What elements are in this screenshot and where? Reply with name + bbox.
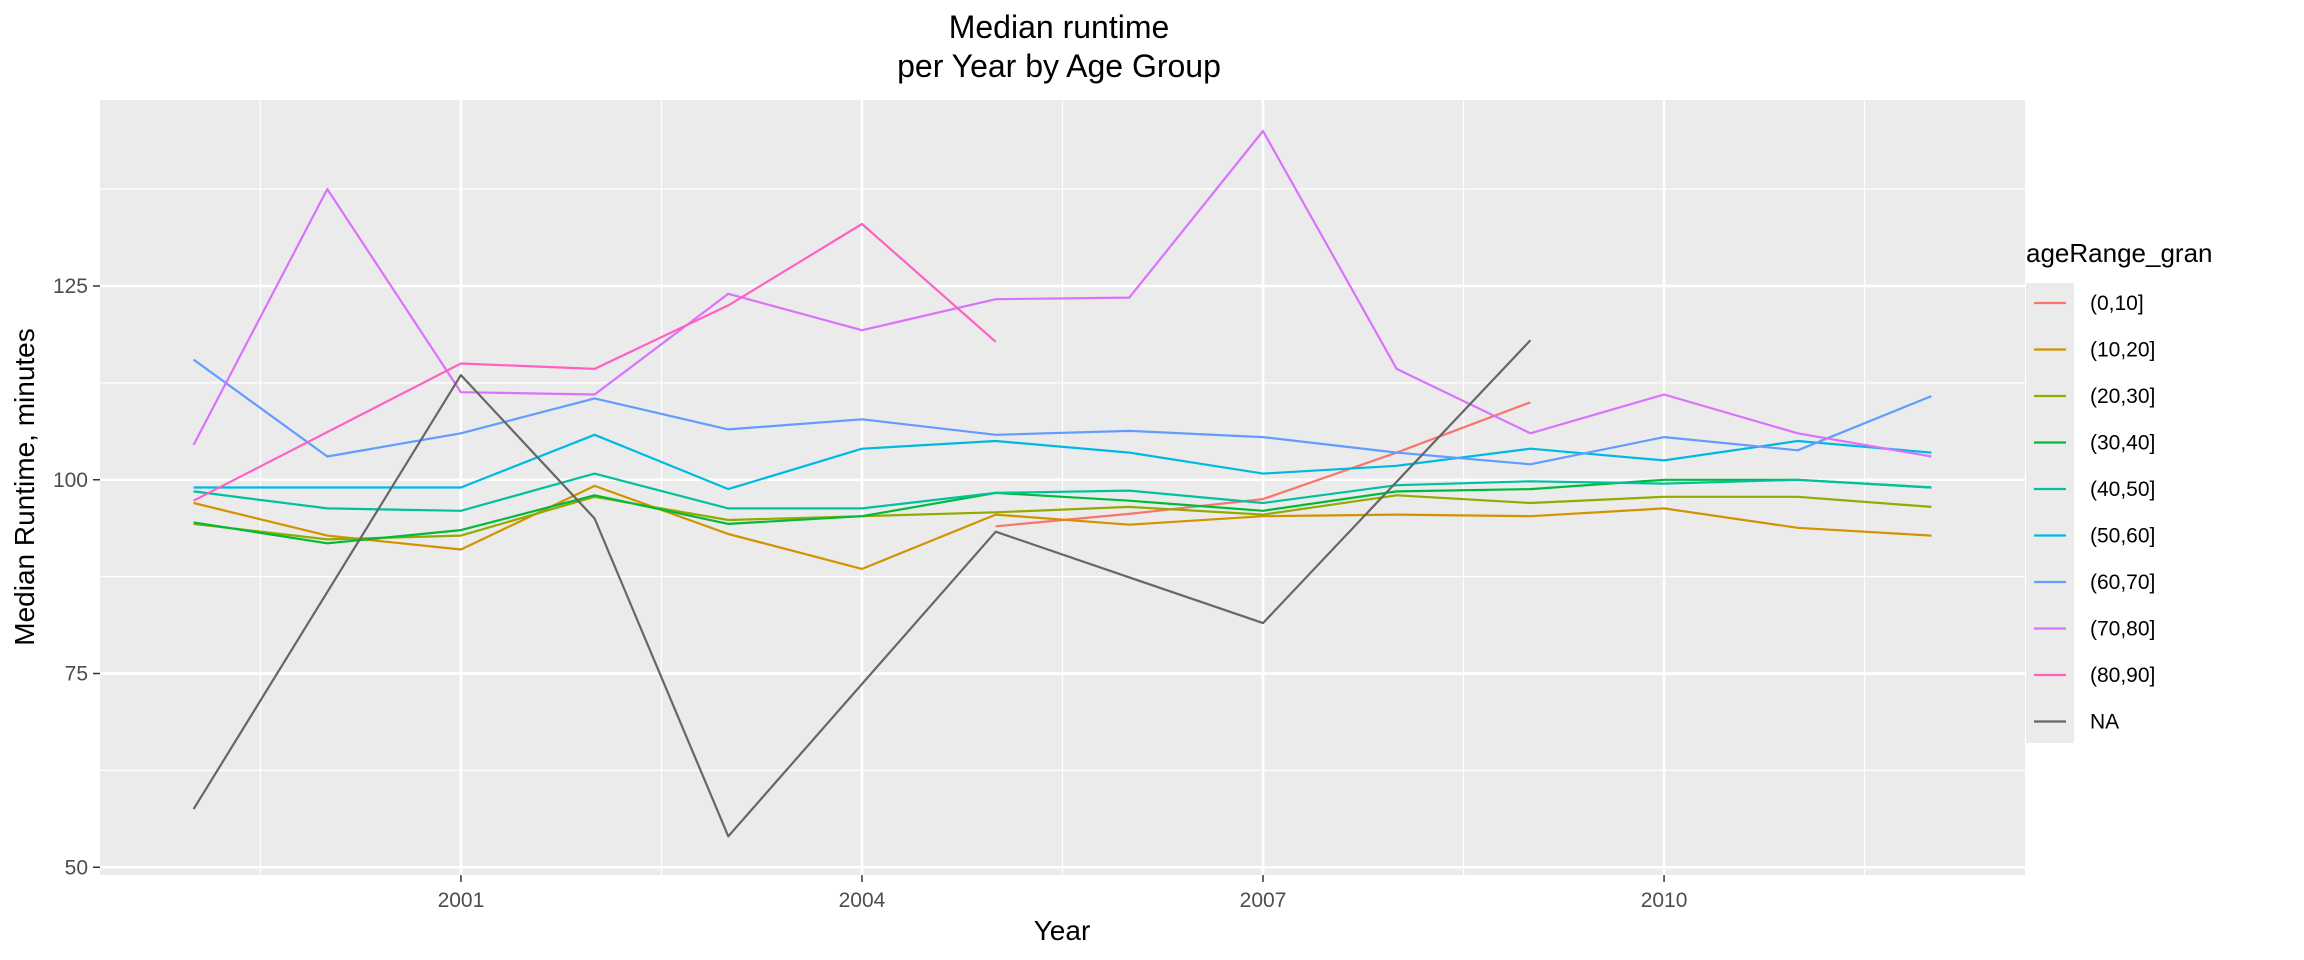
legend-label: (0,10] [2090,292,2144,315]
legend-label: (20,30] [2090,385,2155,408]
legend-title: ageRange_gran [2026,238,2213,268]
x-tick-label: 2004 [839,889,886,912]
legend-key-background [2026,283,2074,743]
y-tick-label: 100 [53,469,88,492]
series-line [192,358,1932,466]
legend-label: (30,40] [2090,432,2155,455]
y-tick-label: 50 [65,856,88,879]
legend-label: (50,60] [2090,525,2155,548]
series-line [192,339,1532,838]
series-line [193,484,1932,571]
x-tick-label: 2001 [438,889,485,912]
series-line [192,129,1932,458]
legend-label: NA [2090,711,2119,734]
chart-subtitle: per Year by Age Group [897,48,1221,84]
legend: ageRange_gran (0,10] (10,20] (20,30] (30,40… [2026,238,2213,743]
series-line [193,478,1932,545]
chart-title: Median runtime [949,9,1170,45]
series-line [193,222,997,502]
series-line [193,433,1932,491]
series-lines [192,129,1932,838]
legend-label: (70,80] [2090,618,2155,641]
y-tick-label: 75 [65,663,88,686]
y-axis-title: Median Runtime, minutes [9,328,40,645]
series-line [193,494,1932,541]
axes: 2001 2004 2007 2010 50 75 100 125 [53,275,1687,912]
legend-label: (80,90] [2090,664,2155,687]
y-tick-label: 125 [53,275,88,298]
legend-label: (40,50] [2090,478,2155,501]
x-tick-label: 2010 [1641,889,1688,912]
legend-label: (60,70] [2090,571,2155,594]
legend-label: (10,20] [2090,339,2155,362]
legend-items: (0,10] (10,20] (20,30] (30,40] (40,50] (50,60… [2026,283,2155,743]
x-axis-title: Year [1034,915,1091,946]
x-tick-label: 2007 [1240,889,1287,912]
series-line [193,472,1932,512]
